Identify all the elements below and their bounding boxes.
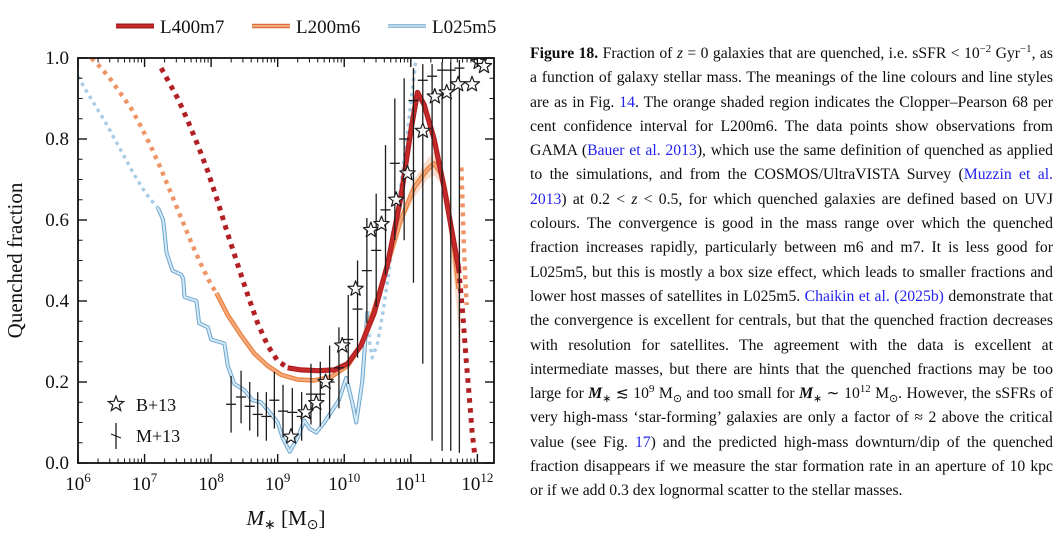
caption-text-run: demonstrate that the convergence is exce… xyxy=(530,287,1054,403)
x-tick-label: 109 xyxy=(265,470,291,495)
legend-item-L400m7: L400m7 xyxy=(116,17,224,38)
series-line-core-L025m5 xyxy=(156,207,369,453)
star-marker xyxy=(449,75,467,92)
star-marker xyxy=(373,215,390,232)
caption-text-run: −2 xyxy=(979,42,992,55)
star-marker xyxy=(317,373,334,390)
quenched-fraction-chart: 106 107 108 109 1010 1011 1012 0.0 0.2 0.4 0.6 0.8 1… xyxy=(3,17,496,533)
star-marker xyxy=(399,164,416,181)
star-marker xyxy=(308,394,325,411)
x-axis-label: M∗ [M⊙] xyxy=(246,506,326,533)
reference-link[interactable]: Bauer et al. 2013 xyxy=(587,142,697,160)
legend-label: L025m5 xyxy=(432,17,496,38)
series-dotted-L200m6 xyxy=(459,167,469,306)
legend-label: L400m7 xyxy=(160,17,224,38)
y-axis-label: Quenched fraction xyxy=(3,182,27,338)
x-tick-label: 107 xyxy=(132,470,158,495)
inner-legend-item-B13: B+13 xyxy=(106,394,176,415)
x-tick-label: 1010 xyxy=(328,470,360,495)
legend-item-L200m6: L200m6 xyxy=(252,17,360,38)
y-tick-label: 0.0 xyxy=(45,453,69,474)
star-marker xyxy=(414,122,431,138)
caption-text-run: . The orange shaded region indicates the… xyxy=(530,93,1053,160)
observations-legend: B+13 M+13 xyxy=(106,394,180,449)
caption-text-run: 9 xyxy=(649,382,655,395)
b13-data-points xyxy=(282,58,493,444)
chart-axes: 106 107 108 109 1010 1011 1012 0.0 0.2 0.4 0.6 0.8 1… xyxy=(3,48,495,533)
x-tick-label: 106 xyxy=(65,470,91,495)
star-marker xyxy=(475,58,493,74)
caption-text-run: Fraction of xyxy=(598,45,677,62)
caption-text-run: ⊙ xyxy=(889,393,899,406)
x-tick-label: 108 xyxy=(198,470,224,495)
reference-link[interactable]: 14 xyxy=(619,93,635,111)
star-marker xyxy=(362,221,380,238)
caption-text-run: 12 xyxy=(859,382,871,395)
m13-data-points xyxy=(226,60,465,453)
caption-text-run: M xyxy=(654,385,673,403)
caption-text-run: Gyr xyxy=(991,45,1021,62)
series-L025m5 xyxy=(78,58,418,454)
caption-text-run: = 0 galaxies that are quenched, i.e. sSF… xyxy=(682,45,980,62)
caption-text-run: −1 xyxy=(1020,42,1032,55)
star-marker xyxy=(347,280,364,296)
y-tick-label: 0.2 xyxy=(45,372,69,393)
series-L400m7 xyxy=(159,66,478,456)
caption-text-run: ) at 0.2 < xyxy=(561,190,632,208)
caption-text-run: ∼ 10 xyxy=(822,385,860,403)
caption-text-run: ⊙ xyxy=(672,393,682,406)
caption-text-run: M xyxy=(588,385,603,403)
star-marker xyxy=(438,83,455,100)
x-tick-label: 1012 xyxy=(461,470,493,495)
legend-label: L200m6 xyxy=(296,17,360,38)
caption-text-run: < 0.5, for which quenched galaxies are d… xyxy=(530,190,1053,305)
star-marker xyxy=(334,337,351,353)
caption-text-run: , as a function of galaxy stellar mass. … xyxy=(530,45,1053,111)
reference-link[interactable]: Chaikin et al. (2025b) xyxy=(804,287,944,305)
star-marker xyxy=(282,428,300,444)
series-dotted-L200m6 xyxy=(89,58,219,295)
figure-caption: Figure 18. Fraction of z = 0 galaxies th… xyxy=(530,42,1053,504)
caption-text-run: ), which use the same definition of quen… xyxy=(530,142,1053,184)
series-dashed-L025m5 xyxy=(78,75,160,209)
caption-text-run: z xyxy=(676,45,683,62)
y-tick-label: 1.0 xyxy=(45,48,69,69)
series-L200m6 xyxy=(89,58,469,383)
caption-text-run: ∗ xyxy=(813,393,823,406)
star-marker xyxy=(387,191,405,207)
chart-legend: L400m7 L200m6 L025m5 xyxy=(116,17,496,38)
y-tick-label: 0.8 xyxy=(45,129,69,150)
inner-legend-label: M+13 xyxy=(136,426,180,446)
y-tick-label: 0.4 xyxy=(45,291,69,312)
caption-text-run: . However, the sSFRs of very high-mass ‘… xyxy=(530,385,1053,451)
confidence-band xyxy=(400,151,461,354)
caption-text-run: and too small for xyxy=(681,385,800,403)
series-dashed-L025m5 xyxy=(365,58,418,360)
reference-link[interactable]: Muzzin et al. 2013 xyxy=(530,166,1053,208)
series-line-core-L400m7 xyxy=(287,91,460,373)
caption-text-run: ) and the predicted high-mass downturn/d… xyxy=(530,433,1054,500)
star-marker xyxy=(463,75,481,92)
caption-text-run: Figure 18. xyxy=(530,45,599,62)
figure-caption-panel: Figure 18. Fraction of z = 0 galaxies th… xyxy=(523,0,1063,540)
y-tick-label: 0.6 xyxy=(45,210,69,231)
caption-text-run: M xyxy=(870,385,890,403)
reference-link[interactable]: 17 xyxy=(634,433,651,451)
figure-panel: 106 107 108 109 1010 1011 1012 0.0 0.2 0.4 0.6 0.8 1… xyxy=(0,0,523,540)
caption-text-run: ∗ xyxy=(602,393,612,406)
inner-legend-item-M13: M+13 xyxy=(110,423,180,449)
caption-text-run: ≲ 10 xyxy=(611,385,649,403)
x-tick-label: 1011 xyxy=(395,470,427,495)
star-marker xyxy=(426,87,443,104)
legend-item-L025m5: L025m5 xyxy=(388,17,496,38)
series-dotted-L400m7 xyxy=(159,66,290,370)
caption-text-run: M xyxy=(799,385,814,403)
caption-text-run: z xyxy=(631,190,638,208)
inner-legend-label: B+13 xyxy=(136,395,176,415)
